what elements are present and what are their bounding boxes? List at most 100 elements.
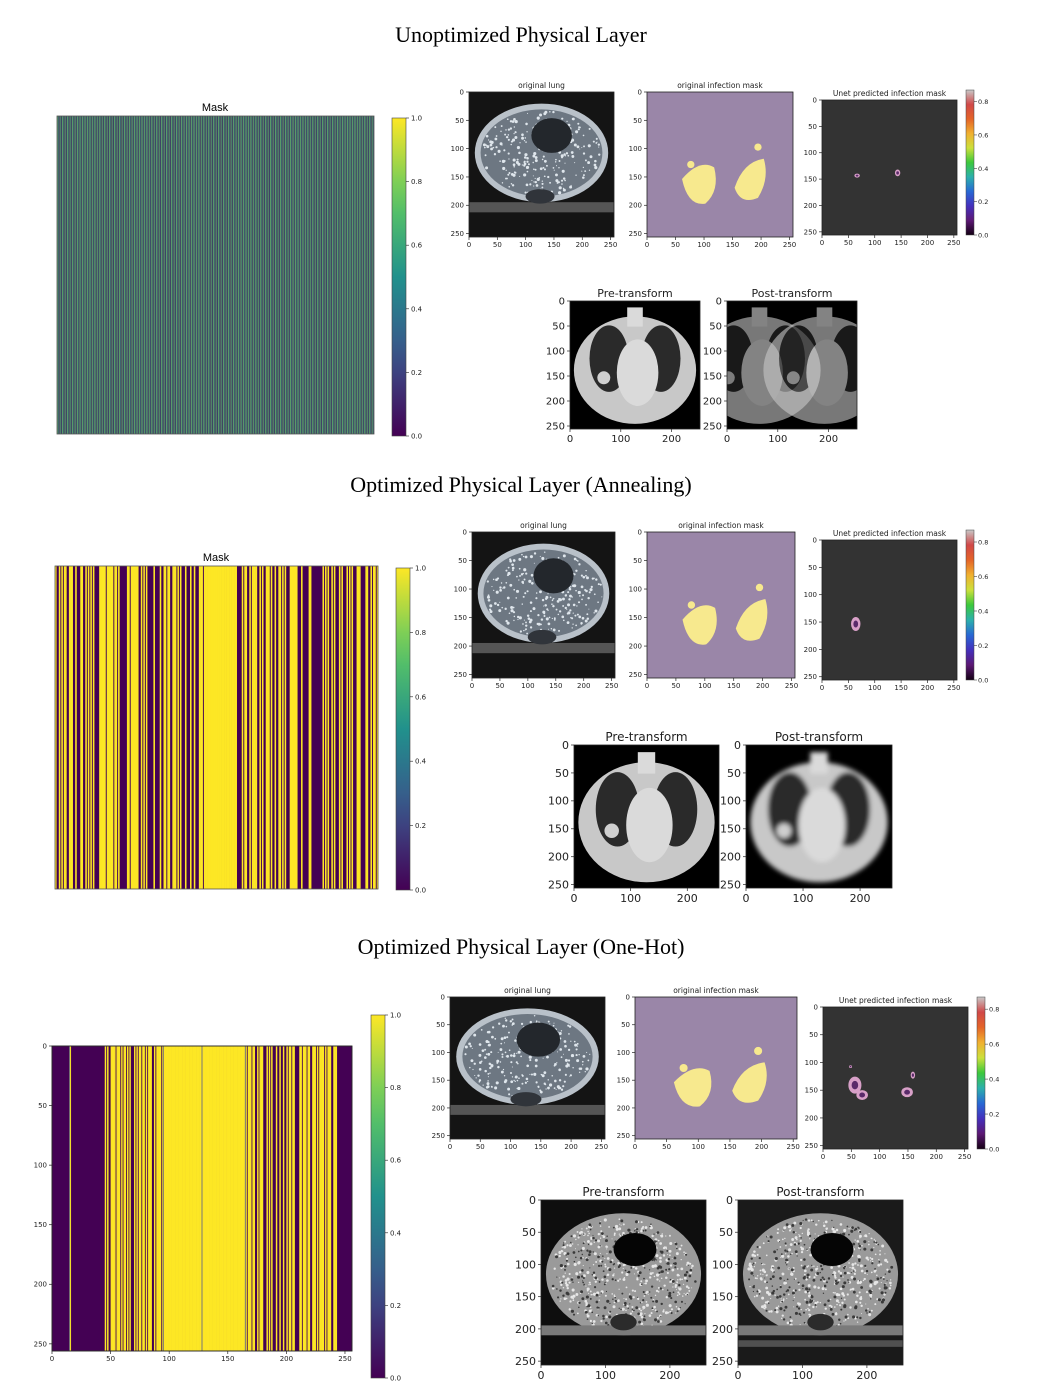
mask-stripe (151, 116, 153, 434)
mask-stripe (159, 566, 162, 889)
ct-speckle (814, 1304, 817, 1306)
ct-speckle (779, 1307, 783, 1311)
ct-speckle (511, 1066, 513, 1068)
ct-speckle (786, 1250, 789, 1253)
mask-stripe (121, 116, 123, 434)
panel-title: original infection mask (677, 81, 763, 90)
ct-speckle (513, 118, 516, 121)
mask-stripe (158, 1046, 161, 1351)
ct-speckle (563, 1080, 566, 1083)
ct-speckle (752, 1290, 755, 1293)
mask-stripe (247, 1046, 250, 1351)
mask-stripe (226, 116, 228, 434)
ct-speckle (589, 1319, 593, 1323)
ct-speckle (796, 1305, 799, 1308)
ct-speckle (581, 1269, 584, 1272)
ct-speckle (572, 1313, 576, 1316)
ct-speckle (792, 1267, 795, 1270)
ct-speckle (618, 1218, 621, 1221)
ct-speckle (601, 596, 603, 598)
mask-stripe (231, 566, 234, 889)
ct-speckle (534, 168, 537, 171)
mask-stripe (255, 116, 257, 434)
cavity (531, 118, 572, 153)
mask-stripe (210, 116, 212, 434)
ct-speckle (597, 1255, 600, 1259)
ct-speckle (508, 612, 511, 615)
ct-speckle (865, 1309, 868, 1312)
ct-speckle (554, 1079, 557, 1083)
ct-speckle (505, 1025, 508, 1028)
mask-stripe (315, 116, 317, 434)
x-tick-label: 150 (727, 682, 740, 690)
x-tick-label: 200 (756, 682, 769, 690)
ct-speckle (874, 1268, 876, 1270)
ct-speckle (854, 1305, 858, 1309)
ct-speckle (606, 1257, 610, 1260)
x-tick-label: 0 (571, 892, 578, 905)
mask-plot (54, 565, 379, 890)
ct-speckle (869, 1279, 873, 1283)
mask-stripe (350, 116, 352, 434)
ct-speckle (518, 1077, 520, 1080)
mask-stripe (79, 116, 81, 434)
ct-speckle (564, 1058, 568, 1062)
ct-speckle (538, 176, 541, 179)
ct-speckle (561, 156, 563, 159)
panel-title: Pre-transform (597, 287, 672, 300)
ct-speckle (570, 151, 574, 154)
ct-speckle (848, 1262, 850, 1264)
ct-speckle (839, 1304, 842, 1307)
ct-speckle (780, 1253, 783, 1256)
ct-speckle (771, 1275, 775, 1279)
ct-speckle (572, 1066, 574, 1069)
mask-stripe (142, 1046, 144, 1351)
mask-stripe (75, 566, 77, 889)
ct-speckle (763, 1304, 767, 1308)
mask-stripe (211, 116, 213, 434)
y-tick-label: 100 (546, 347, 565, 358)
mask-stripe (63, 566, 66, 889)
mask-stripe (235, 566, 237, 889)
ct-speckle (665, 1276, 668, 1279)
x-tick-label: 50 (662, 1143, 671, 1151)
ct-speckle (769, 1277, 772, 1281)
mask-stripe (149, 1046, 151, 1351)
ct-speckle (551, 603, 553, 605)
ct-speckle (618, 1288, 620, 1290)
ct-speckle (511, 184, 515, 187)
ct-speckle (516, 575, 518, 578)
ct-speckle (577, 1244, 579, 1246)
ct-speckle (491, 1064, 494, 1067)
ct-speckle (575, 1053, 578, 1057)
ct-speckle (846, 1225, 849, 1228)
ct-speckle (597, 143, 600, 146)
ct-speckle (779, 1246, 782, 1248)
y-tick-label: 250 (720, 878, 741, 891)
ct-speckle (572, 603, 576, 607)
ct-speckle (541, 598, 545, 602)
mask-stripe (308, 116, 310, 434)
colorbar-tick-label: 0.2 (989, 1111, 999, 1119)
ct-speckle (776, 1288, 779, 1291)
ct-speckle (784, 1242, 787, 1245)
ct-speckle (541, 182, 544, 186)
ct-speckle (581, 170, 583, 172)
ct-speckle (552, 1024, 555, 1027)
mask-stripe (116, 1046, 118, 1351)
ct-speckle (612, 1298, 614, 1300)
ct-speckle (591, 1311, 594, 1314)
ct-speckle (611, 1238, 613, 1240)
mask-stripe (78, 116, 79, 434)
mask-stripe (293, 1046, 295, 1351)
mask-stripe (179, 116, 181, 434)
mask-stripe (114, 1046, 116, 1351)
airway (627, 307, 643, 327)
mask-panel: Mask (40, 100, 440, 440)
panel-title: Post-transform (775, 730, 863, 744)
mask-stripe (216, 566, 219, 889)
mask-stripe (321, 1046, 324, 1351)
ct-speckle (570, 1309, 575, 1313)
mask-stripe (220, 116, 222, 434)
